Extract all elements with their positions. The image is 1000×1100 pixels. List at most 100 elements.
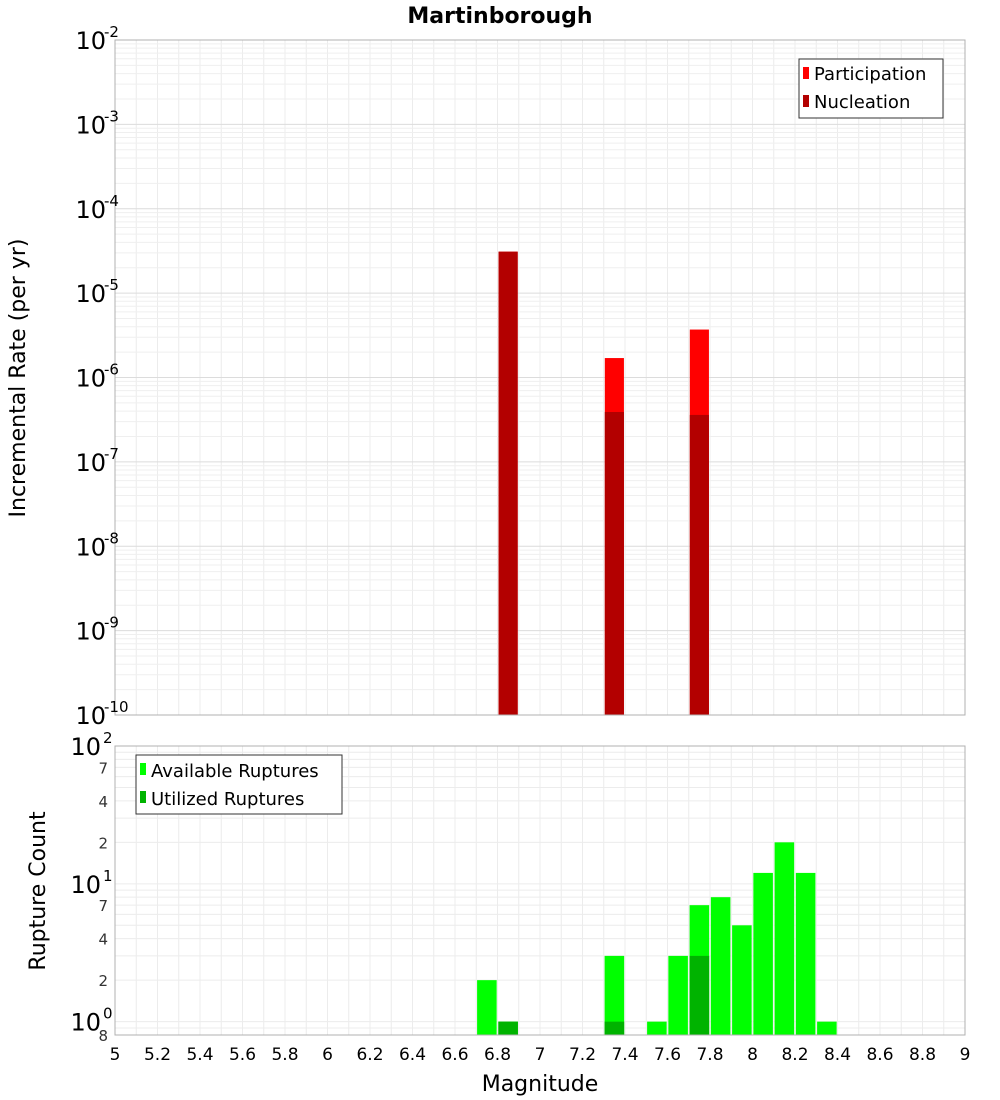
bar-available-ruptures bbox=[477, 980, 497, 1035]
legend-label-participation: Participation bbox=[814, 64, 926, 85]
bar-available-ruptures bbox=[817, 1021, 837, 1035]
y-tick: 10-4 bbox=[75, 192, 119, 224]
y-tick-exponent: -7 bbox=[104, 445, 119, 463]
y-tick: 10-7 bbox=[75, 445, 119, 477]
y-tick-base: 10 bbox=[75, 111, 106, 139]
x-tick-label: 7 bbox=[535, 1045, 546, 1065]
bar-available-ruptures bbox=[732, 925, 752, 1035]
bar-utilized-ruptures bbox=[689, 955, 710, 1035]
y-tick-exponent: 1 bbox=[103, 867, 113, 885]
y-minor-tick-label: 2 bbox=[98, 834, 108, 852]
y-tick-base: 10 bbox=[75, 27, 106, 55]
y-tick: 10-2 bbox=[75, 23, 119, 55]
x-tick-label: 8.6 bbox=[866, 1045, 893, 1065]
y-tick-base: 10 bbox=[75, 449, 106, 477]
y-tick-exponent: -6 bbox=[104, 361, 119, 379]
x-tick-label: 5.4 bbox=[186, 1045, 213, 1065]
legend-label-available: Available Ruptures bbox=[151, 761, 319, 782]
y-tick: 10 2 bbox=[70, 729, 112, 761]
y-tick: 10-10 bbox=[75, 698, 128, 730]
legend-label-nucleation: Nucleation bbox=[814, 92, 910, 113]
x-tick-label: 8.8 bbox=[909, 1045, 936, 1065]
legend-label-utilized: Utilized Ruptures bbox=[151, 789, 304, 810]
bar-available-ruptures bbox=[795, 872, 816, 1035]
y-tick: 10-3 bbox=[75, 107, 119, 139]
x-tick-label: 5.6 bbox=[229, 1045, 256, 1065]
x-tick-label: 6 bbox=[322, 1045, 333, 1065]
top-grid bbox=[114, 40, 966, 716]
bar-available-ruptures bbox=[668, 955, 688, 1035]
bar-nucleation bbox=[689, 414, 709, 715]
bar-available-ruptures bbox=[604, 955, 625, 1035]
y-minor-tick-label: 4 bbox=[98, 793, 108, 811]
y-tick-exponent: -8 bbox=[104, 529, 119, 547]
legend-swatch-utilized bbox=[140, 791, 146, 803]
bottom-legend: Available Ruptures Utilized Ruptures bbox=[135, 754, 343, 815]
x-tick-label: 7.2 bbox=[569, 1045, 596, 1065]
y-tick-exponent: -5 bbox=[104, 276, 119, 294]
y-tick-base: 10 bbox=[75, 533, 106, 561]
y-tick-base: 10 bbox=[75, 196, 106, 224]
y-tick-base: 10 bbox=[75, 365, 106, 393]
x-tick-label: 5.8 bbox=[271, 1045, 298, 1065]
x-tick-label: 8.4 bbox=[824, 1045, 851, 1065]
top-bars bbox=[498, 251, 709, 715]
y-tick-base: 10 bbox=[75, 280, 106, 308]
y-tick-base: 10 bbox=[75, 618, 106, 646]
x-axis-ticks: 5 5.2 5.4 5.6 5.8 6 6.2 6.4 6.6 6.8 7 7.2 7.4 7.6 7.8 8… bbox=[110, 1045, 971, 1065]
y-tick-base: 10 bbox=[75, 702, 106, 730]
y-tick: 10-5 bbox=[75, 276, 119, 308]
bar-utilized-ruptures bbox=[604, 1021, 625, 1035]
x-axis-label: Magnitude bbox=[482, 1072, 599, 1097]
bar-available-ruptures bbox=[753, 872, 773, 1035]
y-minor-tick-label: 2 bbox=[98, 972, 108, 990]
bar-available-ruptures bbox=[710, 897, 731, 1035]
bottom-plot-frame bbox=[114, 745, 966, 1036]
x-tick-label: 5.2 bbox=[144, 1045, 171, 1065]
top-y-axis-ticks: 10-210-310-410-510-610-710-810-910-10 bbox=[75, 23, 128, 730]
legend-swatch-available bbox=[140, 763, 146, 775]
y-minor-tick-label: 8 bbox=[98, 1027, 108, 1045]
top-y-axis-label: Incremental Rate (per yr) bbox=[6, 239, 31, 518]
bottom-bars bbox=[477, 842, 837, 1035]
bar-utilized-ruptures bbox=[498, 1021, 518, 1035]
y-tick-exponent: -10 bbox=[104, 698, 129, 716]
x-tick-label: 5 bbox=[110, 1045, 121, 1065]
bar-available-ruptures bbox=[774, 842, 795, 1035]
bar-nucleation bbox=[498, 251, 518, 715]
y-minor-tick-label: 7 bbox=[98, 759, 108, 777]
x-tick-label: 7.8 bbox=[696, 1045, 723, 1065]
chart-title: Martinborough bbox=[407, 4, 592, 29]
y-tick-exponent: -4 bbox=[104, 192, 119, 210]
x-tick-label: 8.2 bbox=[781, 1045, 808, 1065]
y-tick-base: 10 bbox=[70, 733, 101, 761]
y-tick: 10 0 bbox=[70, 1005, 112, 1037]
y-tick-exponent: -3 bbox=[104, 107, 119, 125]
legend-swatch-nucleation bbox=[803, 95, 809, 107]
top-legend-box bbox=[798, 58, 944, 119]
x-tick-label: 8 bbox=[747, 1045, 758, 1065]
x-tick-label: 7.4 bbox=[611, 1045, 638, 1065]
x-tick-label: 6.8 bbox=[484, 1045, 511, 1065]
y-tick-exponent: -9 bbox=[104, 614, 119, 632]
x-tick-label: 6.6 bbox=[441, 1045, 468, 1065]
y-tick: 10-6 bbox=[75, 361, 119, 393]
y-tick: 10-8 bbox=[75, 529, 119, 561]
y-minor-tick-label: 4 bbox=[98, 931, 108, 949]
x-tick-label: 9 bbox=[960, 1045, 971, 1065]
y-tick-exponent: -2 bbox=[104, 23, 119, 41]
y-tick: 10-9 bbox=[75, 614, 119, 646]
top-legend: Participation Nucleation bbox=[798, 58, 944, 119]
y-tick: 10 1 bbox=[70, 867, 112, 899]
x-tick-label: 7.6 bbox=[654, 1045, 681, 1065]
y-minor-tick-label: 7 bbox=[98, 897, 108, 915]
y-tick-exponent: 2 bbox=[103, 729, 113, 747]
y-tick-base: 10 bbox=[70, 871, 101, 899]
x-tick-label: 6.2 bbox=[356, 1045, 383, 1065]
bottom-y-axis-label: Rupture Count bbox=[26, 811, 51, 971]
y-tick-base: 10 bbox=[70, 1009, 101, 1037]
bar-nucleation bbox=[604, 412, 624, 715]
x-tick-label: 6.4 bbox=[399, 1045, 426, 1065]
